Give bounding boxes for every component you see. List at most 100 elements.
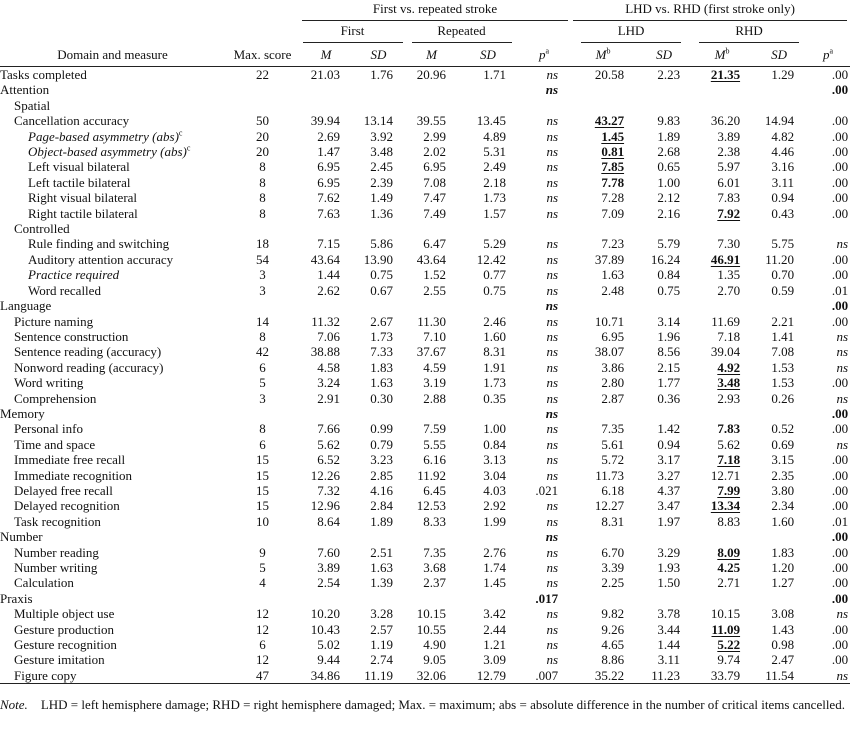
data-cell: 2.46 xyxy=(458,314,518,329)
cell-value: 1.29 xyxy=(771,67,795,82)
data-cell: 1.20 xyxy=(752,560,806,575)
cell-value: ns xyxy=(546,128,559,144)
cell-value: 1.99 xyxy=(483,513,506,529)
row-label-cell: Practice required xyxy=(0,267,225,282)
cell-value: .00 xyxy=(831,544,849,560)
cell-value: ns xyxy=(546,344,559,360)
data-cell: 5.02 xyxy=(300,637,352,652)
cell-value: 12.96 xyxy=(310,498,340,514)
data-cell: 0.36 xyxy=(636,391,692,406)
data-cell: 7.60 xyxy=(300,545,352,560)
data-cell xyxy=(570,221,636,236)
row-label: Number reading xyxy=(14,544,99,560)
cell-value: 3.08 xyxy=(771,606,795,622)
subgroup-header: LHD xyxy=(570,22,692,44)
cell-value: 1.57 xyxy=(483,205,506,221)
data-cell: 3.08 xyxy=(752,606,806,621)
cell-value: 38.07 xyxy=(594,344,625,360)
data-cell xyxy=(352,406,405,421)
row-label-cell: Cancellation accuracy xyxy=(0,113,225,128)
cell-value: ns xyxy=(546,113,559,129)
data-cell: 7.09 xyxy=(570,206,636,221)
row-label: Cancellation accuracy xyxy=(14,113,130,129)
data-cell: 1.73 xyxy=(458,190,518,205)
data-cell: 38.07 xyxy=(570,344,636,359)
cell-value: 5.62 xyxy=(317,436,340,452)
data-cell: ns xyxy=(518,175,570,190)
cell-value: 6.70 xyxy=(601,544,625,560)
data-cell: 9 xyxy=(225,545,300,560)
cell-value: 37.89 xyxy=(594,251,625,267)
cell-value: ns xyxy=(836,436,849,452)
cell-value: 5.75 xyxy=(771,236,795,252)
data-cell: 6.95 xyxy=(300,175,352,190)
data-cell: 3.68 xyxy=(405,560,458,575)
column-label: SD xyxy=(656,47,672,62)
data-cell: .00 xyxy=(806,637,850,652)
data-cell xyxy=(636,82,692,97)
data-cell: 2.48 xyxy=(570,283,636,298)
data-cell xyxy=(300,221,352,236)
cell-value: 7.99 xyxy=(717,482,741,498)
row-label-cell: Attention xyxy=(0,82,225,97)
cell-value: ns xyxy=(546,637,559,653)
data-cell: 36.20 xyxy=(692,113,752,128)
table-row: Time and space 6 5.62 0.79 5.55 0.84 ns 5.61 0.9… xyxy=(0,437,850,452)
data-cell xyxy=(752,298,806,313)
cell-value: 0.81 xyxy=(601,144,625,160)
data-cell: ns xyxy=(806,344,850,359)
cell-value: 8.56 xyxy=(657,344,681,360)
data-cell xyxy=(225,298,300,313)
data-cell: 0.70 xyxy=(752,267,806,282)
cell-value: 5.02 xyxy=(317,637,340,653)
cell-value: 1.43 xyxy=(771,621,795,637)
data-cell: 16.24 xyxy=(636,252,692,267)
cell-value: 2.84 xyxy=(370,498,393,514)
cell-value: 8 xyxy=(259,421,266,437)
data-cell: 1.77 xyxy=(636,375,692,390)
column-footnote: a xyxy=(545,46,550,56)
data-cell: ns xyxy=(518,391,570,406)
cell-value: ns xyxy=(836,359,849,375)
data-cell: 5 xyxy=(225,375,300,390)
subgroup-label: Repeated xyxy=(411,23,512,43)
column-header: SD xyxy=(352,44,405,67)
cell-value: 9.83 xyxy=(657,113,681,129)
data-cell: 1.57 xyxy=(458,206,518,221)
data-cell: 7.08 xyxy=(405,175,458,190)
row-label: Spatial xyxy=(14,97,51,113)
data-cell: 2.34 xyxy=(752,498,806,513)
data-cell: 5.72 xyxy=(570,452,636,467)
cell-value: 2.68 xyxy=(657,144,681,160)
data-cell: .00 xyxy=(806,206,850,221)
data-cell: 1.29 xyxy=(752,67,806,83)
row-label-cell: Number writing xyxy=(0,560,225,575)
cell-value: 2.70 xyxy=(717,282,741,298)
cell-value: 15 xyxy=(256,452,269,468)
cell-value: 3.48 xyxy=(370,144,393,160)
cell-value: 2.38 xyxy=(717,144,741,160)
data-cell: 22 xyxy=(225,67,300,83)
table-row: Memory ns .00 xyxy=(0,406,850,421)
cell-value: 35.22 xyxy=(594,667,625,683)
cell-value: 8.64 xyxy=(317,513,340,529)
cell-value: ns xyxy=(836,328,849,344)
cell-value: 20.96 xyxy=(416,67,446,82)
table-row: Figure copy 47 34.86 11.19 32.06 12.79 .007 35.… xyxy=(0,667,850,685)
table-row: Auditory attention accuracy 54 43.64 13.90 4… xyxy=(0,252,850,267)
cell-value: ns xyxy=(546,652,559,668)
cell-value: 2.23 xyxy=(657,67,681,82)
data-cell: 12.79 xyxy=(458,667,518,685)
data-cell xyxy=(458,221,518,236)
cell-value: 0.94 xyxy=(771,190,795,206)
cell-value: 7.32 xyxy=(317,482,340,498)
data-cell: 7.62 xyxy=(300,190,352,205)
data-cell: 1.45 xyxy=(570,129,636,144)
data-cell: 6.95 xyxy=(300,159,352,174)
data-cell xyxy=(752,591,806,606)
cell-value: 1.19 xyxy=(370,637,393,653)
data-cell xyxy=(405,298,458,313)
data-cell: 1.63 xyxy=(352,375,405,390)
cell-value: 11.20 xyxy=(765,251,795,267)
data-cell: 12 xyxy=(225,652,300,667)
